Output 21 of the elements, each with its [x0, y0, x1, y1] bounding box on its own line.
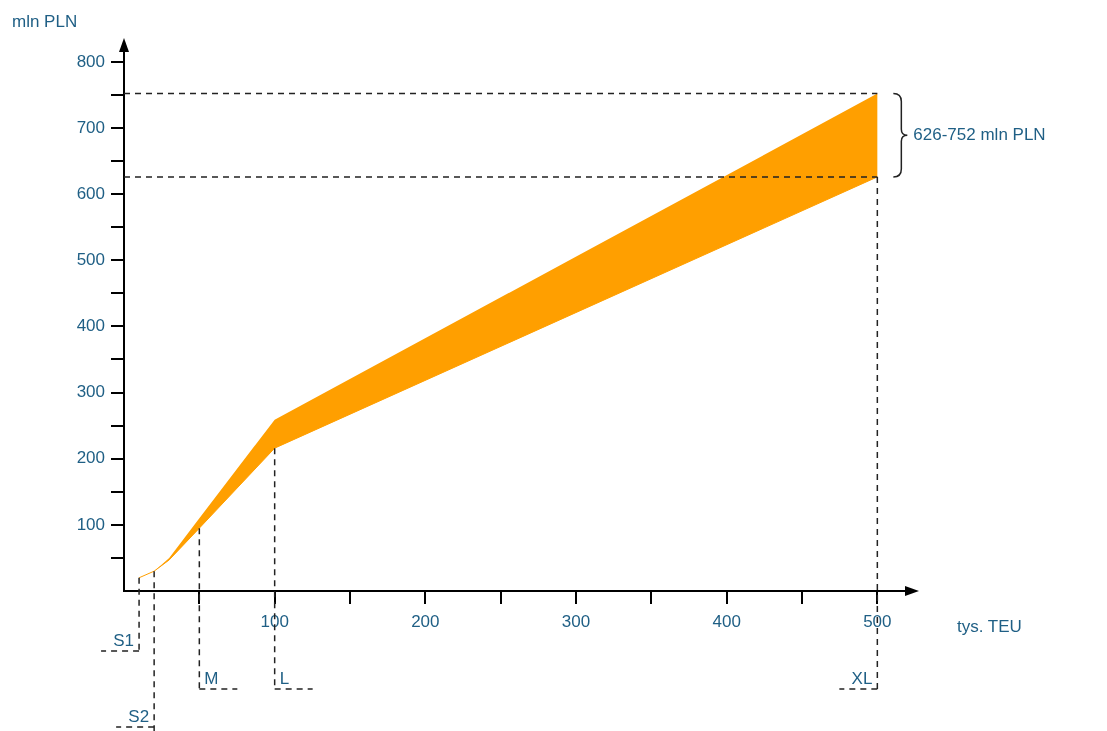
x-tick-label: 500	[863, 611, 892, 631]
x-tick-label: 300	[561, 611, 591, 631]
y-tick-label: 700	[76, 117, 105, 137]
x-axis-title: tys. TEU	[957, 616, 1022, 636]
ref-line-label: S1	[113, 631, 135, 650]
x-tick-label: 100	[260, 611, 289, 631]
y-axis-title: mln PLN	[12, 11, 78, 31]
y-tick-label: 200	[76, 448, 105, 468]
x-tick-label: 200	[411, 611, 440, 631]
ref-line-label: S2	[128, 707, 150, 726]
ref-line-label: L	[279, 669, 290, 688]
ref-line-label: XL	[851, 669, 873, 688]
y-tick-label: 300	[76, 382, 105, 402]
x-tick-label: 400	[712, 611, 741, 631]
y-tick-label: 600	[76, 183, 105, 203]
y-tick-label: 400	[76, 316, 105, 336]
ref-line-label: M	[204, 669, 219, 688]
y-tick-label: 800	[76, 51, 105, 71]
annotation: 626-752 mln PLN	[913, 124, 1046, 144]
y-tick-label: 100	[76, 514, 105, 534]
y-tick-label: 500	[76, 249, 105, 269]
